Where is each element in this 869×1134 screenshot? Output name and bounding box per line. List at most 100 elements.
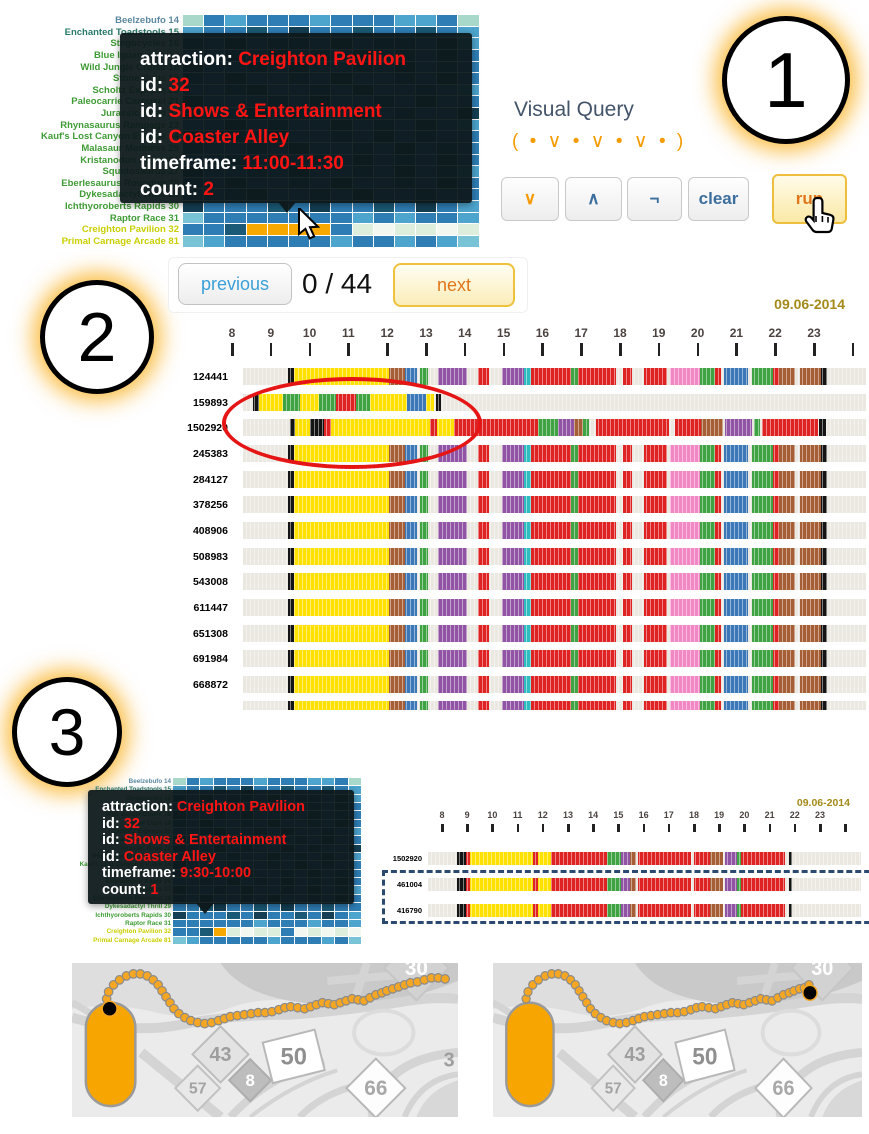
heatmap-cell[interactable] [373,235,394,247]
heatmap-cell[interactable] [394,15,416,26]
heatmap-cell[interactable] [183,212,204,224]
heatmap-cell[interactable] [352,212,373,224]
heatmap-cell[interactable] [437,212,458,224]
heatmap-cell[interactable] [331,212,352,224]
heatmap-cell[interactable] [394,212,416,224]
heatmap-cell[interactable] [225,235,246,247]
heatmap-cell-small[interactable] [200,936,213,944]
next-button[interactable]: next [393,263,515,307]
heatmap-cell-small[interactable] [227,936,240,944]
heatmap-cell-small[interactable] [348,878,361,886]
heatmap-cell[interactable] [458,212,479,224]
heatmap-cell[interactable] [183,224,204,235]
heatmap-cell-small[interactable] [308,903,321,911]
heatmap-cell-small[interactable] [173,928,186,936]
heatmap-cell[interactable] [310,26,331,38]
heatmap-cell-small[interactable] [348,811,361,819]
heatmap-cell-small[interactable] [281,911,294,919]
heatmap-cell-small[interactable] [335,778,348,786]
heatmap-cell-small[interactable] [348,928,361,936]
heatmap-cell-small[interactable] [281,936,294,944]
heatmap-cell-small[interactable] [200,911,213,919]
heatmap-cell[interactable] [373,212,394,224]
heatmap-cell-small[interactable] [186,928,199,936]
heatmap-cell[interactable] [458,26,479,38]
heatmap-cell-small[interactable] [213,936,226,944]
heatmap-cell[interactable] [246,235,267,247]
heatmap-cell[interactable] [416,212,437,224]
heatmap-cell-small[interactable] [321,928,334,936]
heatmap-cell-small[interactable] [294,936,307,944]
heatmap-cell-small[interactable] [213,928,226,936]
timeline-row-bar[interactable] [243,675,866,693]
heatmap-cell-small[interactable] [213,919,226,928]
heatmap-cell[interactable] [288,15,310,26]
heatmap-cell-small[interactable] [348,869,361,878]
heatmap-cell[interactable] [310,15,331,26]
heatmap-cell[interactable] [288,235,310,247]
heatmap-cell[interactable] [373,201,394,212]
heatmap-cell-small[interactable] [348,778,361,786]
timeline-row-bar[interactable] [243,470,866,488]
heatmap-cell[interactable] [267,26,288,38]
heatmap-cell-small[interactable] [294,778,307,786]
heatmap-cell-small[interactable] [227,919,240,928]
heatmap-cell[interactable] [373,15,394,26]
heatmap-cell-small[interactable] [348,794,361,803]
heatmap-cell[interactable] [246,15,267,26]
heatmap-cell-small[interactable] [240,911,253,919]
heatmap-cell[interactable] [458,15,479,26]
heatmap-cell-small[interactable] [348,853,361,861]
heatmap-cell-small[interactable] [213,911,226,919]
heatmap-cell[interactable] [310,212,331,224]
heatmap-cell-small[interactable] [308,919,321,928]
heatmap-cell-small[interactable] [281,919,294,928]
heatmap-cell-small[interactable] [186,919,199,928]
heatmap-cell[interactable] [204,235,225,247]
timeline-row-bar[interactable] [243,598,866,616]
heatmap-cell[interactable] [267,201,288,212]
heatmap-cell-small[interactable] [173,936,186,944]
timeline-row-bar[interactable] [243,624,866,642]
heatmap-cell[interactable] [416,26,437,38]
vq-button-∧[interactable]: ∧ [565,177,622,221]
heatmap-cell[interactable] [458,201,479,212]
heatmap-cell[interactable] [246,26,267,38]
heatmap-cell-small[interactable] [200,919,213,928]
heatmap-cell[interactable] [352,26,373,38]
heatmap-cell-small[interactable] [254,919,267,928]
heatmap-cell[interactable] [267,235,288,247]
heatmap-cell-small[interactable] [186,936,199,944]
heatmap-cell[interactable] [437,224,458,235]
heatmap-cell-small[interactable] [308,778,321,786]
heatmap-cell[interactable] [246,212,267,224]
heatmap-cell-small[interactable] [254,928,267,936]
heatmap-cell-small[interactable] [281,903,294,911]
heatmap-cell[interactable] [416,201,437,212]
heatmap-cell-small[interactable] [348,819,361,828]
heatmap-cell[interactable] [183,201,204,212]
heatmap-cell[interactable] [394,201,416,212]
heatmap-cell-small[interactable] [348,844,361,853]
heatmap-cell-small[interactable] [254,778,267,786]
timeline-row-bar[interactable] [243,521,866,539]
heatmap-cell[interactable] [288,201,310,212]
heatmap-cell-small[interactable] [335,928,348,936]
heatmap-cell-small[interactable] [348,919,361,928]
heatmap-cell-small[interactable] [173,919,186,928]
heatmap-cell-small[interactable] [348,894,361,903]
heatmap-cell[interactable] [437,15,458,26]
heatmap-cell-small[interactable] [240,919,253,928]
heatmap-cell[interactable] [437,201,458,212]
timeline-row-bar[interactable] [428,852,861,865]
heatmap-cell-small[interactable] [335,919,348,928]
heatmap-cell-small[interactable] [186,903,199,911]
heatmap-cell-small[interactable] [294,903,307,911]
heatmap-cell-small[interactable] [200,928,213,936]
heatmap-cell[interactable] [437,235,458,247]
heatmap-cell[interactable] [183,235,204,247]
heatmap-cell-small[interactable] [186,778,199,786]
heatmap-cell[interactable] [437,26,458,38]
heatmap-cell-small[interactable] [321,936,334,944]
heatmap-cell-small[interactable] [294,928,307,936]
